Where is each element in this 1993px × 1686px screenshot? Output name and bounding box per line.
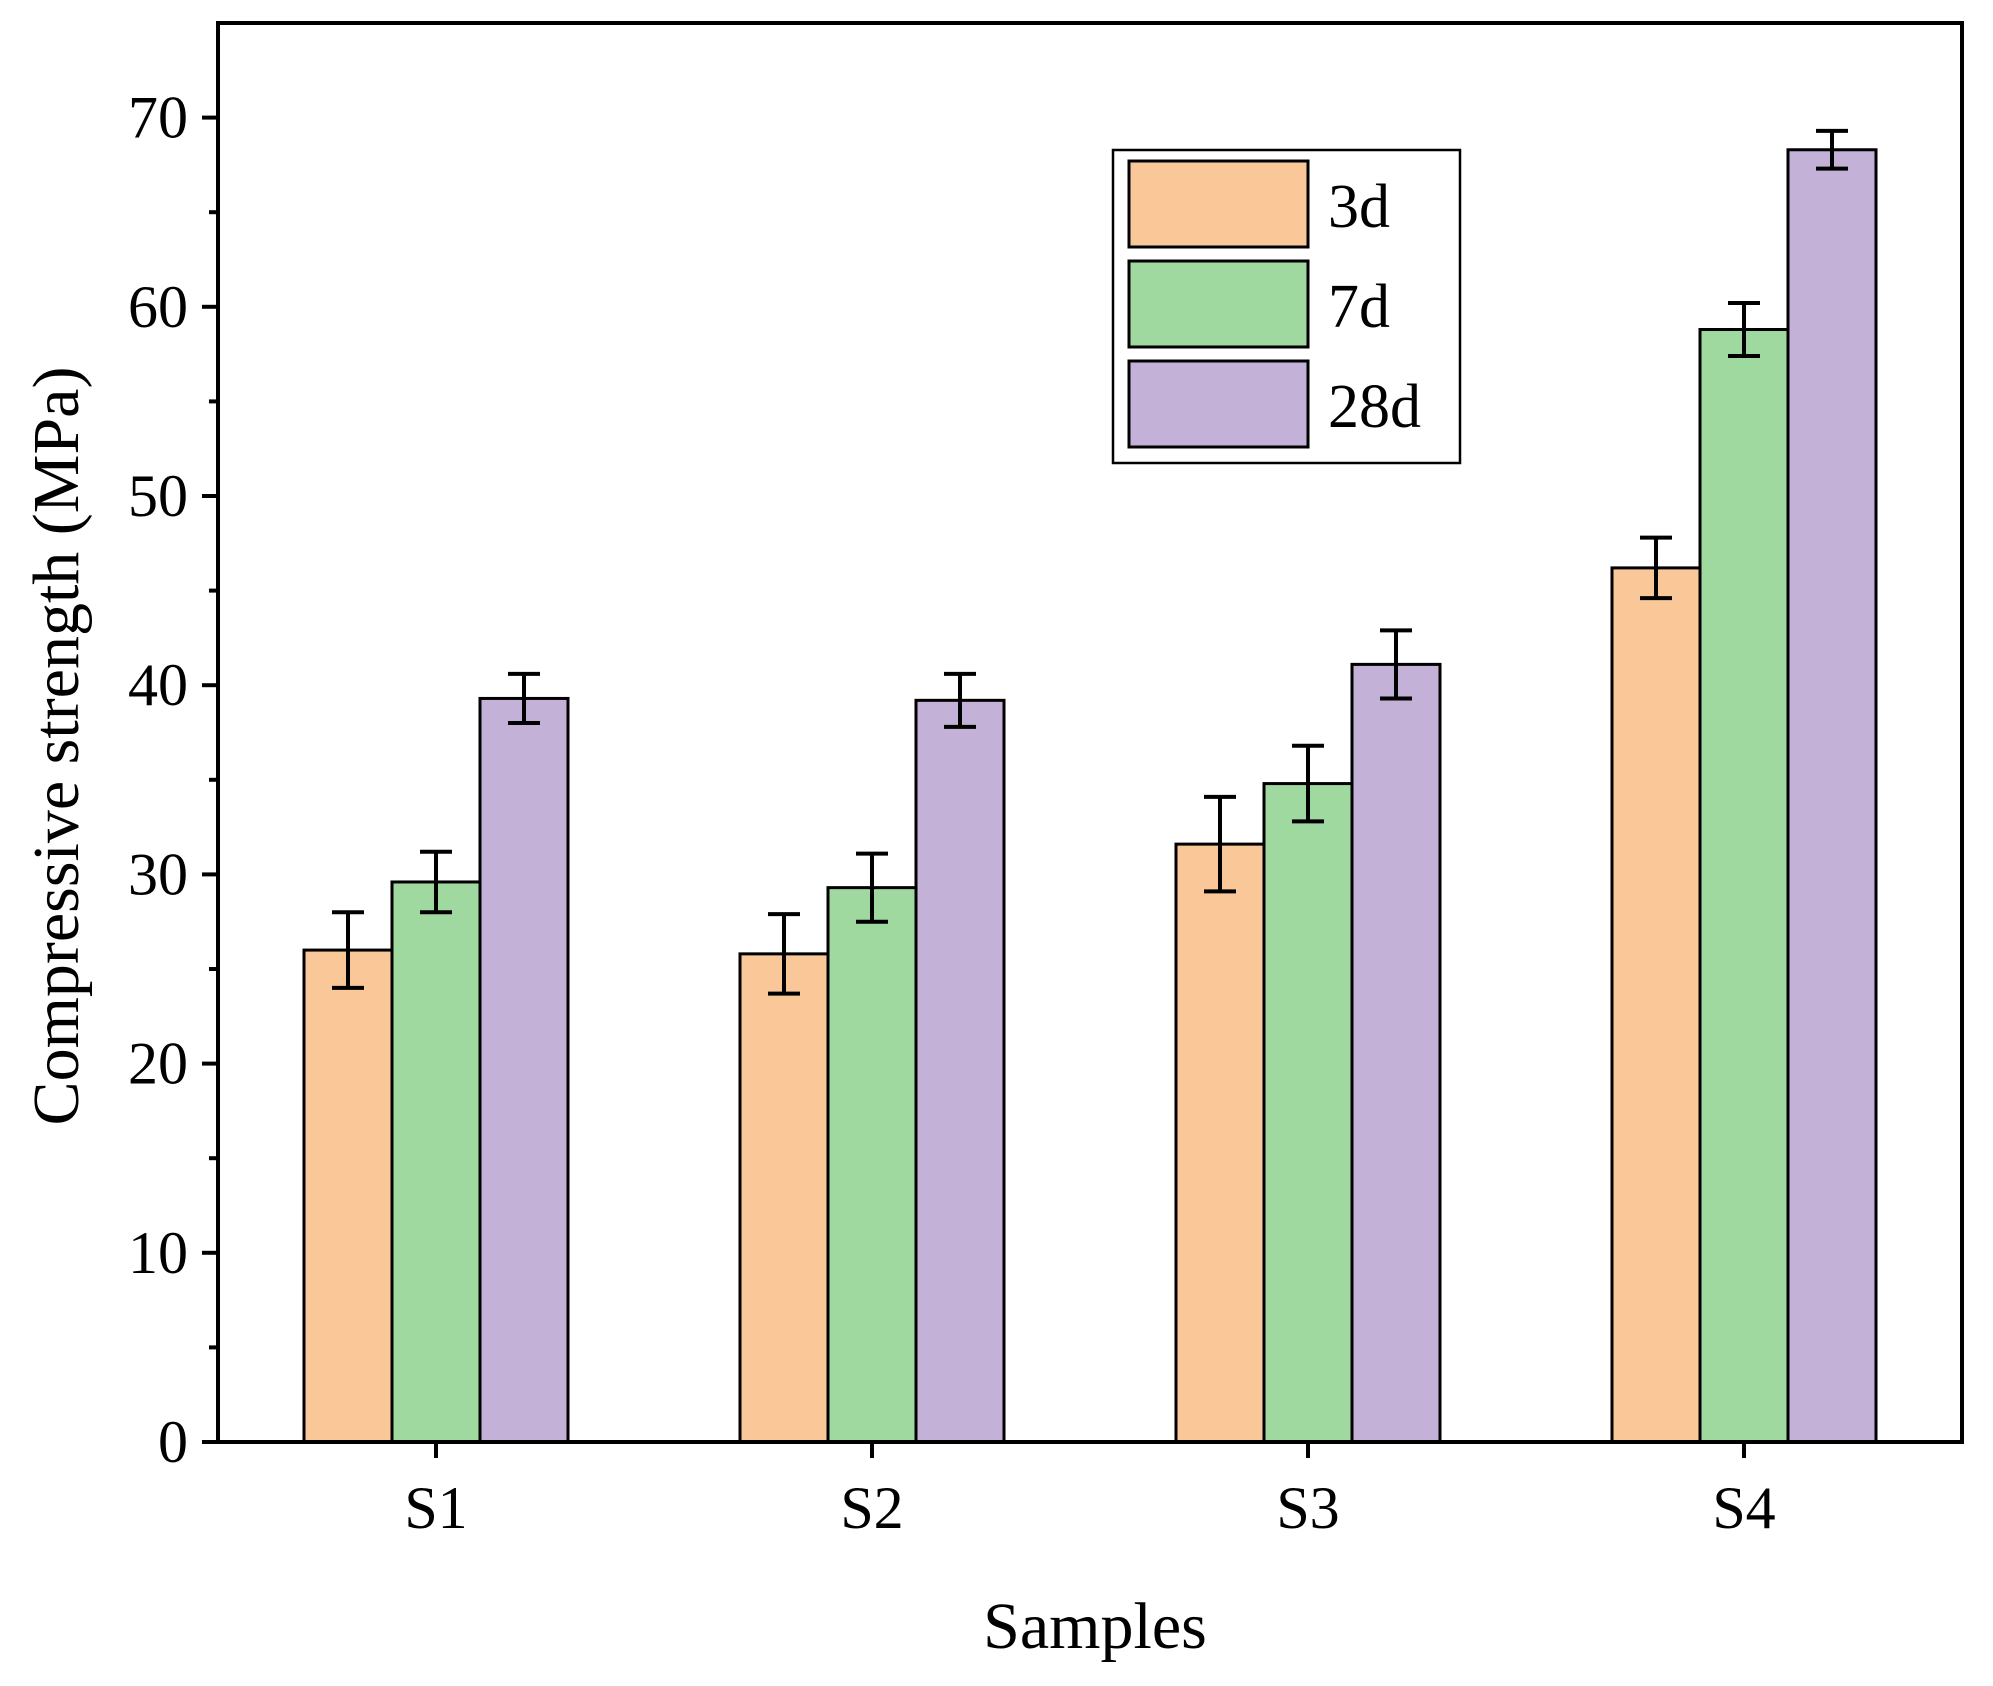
- bar-28d-S4: [1786, 148, 1878, 1444]
- error-bar-7d-S3: [1292, 743, 1324, 824]
- bar-7d-S3: [1262, 782, 1354, 1444]
- y-tick-label-20: 20: [128, 1031, 188, 1097]
- bar-28d-S3: [1350, 662, 1442, 1444]
- x-tick-label-S4: S4: [1712, 1475, 1775, 1541]
- error-bar-3d-S4: [1640, 535, 1672, 601]
- chart-axes: S1 S2 S3 S4 0 10 20 30 40 50 60 70: [128, 21, 1964, 1541]
- error-bar-3d-S2: [768, 912, 800, 996]
- error-bar-3d-S3: [1204, 794, 1236, 894]
- legend-label-7d: 7d: [1328, 273, 1390, 341]
- error-bar-28d-S3: [1380, 628, 1412, 701]
- error-bar-28d-S2: [944, 671, 976, 729]
- bar-3d-S2: [738, 952, 830, 1444]
- bar-28d-S1: [478, 696, 570, 1444]
- legend-swatch-7d: [1127, 259, 1310, 349]
- error-bar-28d-S4: [1816, 128, 1848, 171]
- y-tick-label-10: 10: [128, 1220, 188, 1286]
- y-tick-label-70: 70: [128, 85, 188, 151]
- bar-7d-S1: [390, 880, 482, 1444]
- y-tick-label-0: 0: [158, 1409, 188, 1475]
- legend: 3d 7d 28d: [1111, 148, 1462, 465]
- error-bar-28d-S1: [508, 671, 540, 726]
- error-bar-7d-S2: [856, 851, 888, 924]
- y-tick-label-60: 60: [128, 274, 188, 340]
- y-tick-label-50: 50: [128, 463, 188, 529]
- x-tick-label-S2: S2: [840, 1475, 903, 1541]
- y-axis-label: Compressive strength (MPa): [20, 367, 93, 1126]
- bar-3d-S3: [1174, 842, 1266, 1444]
- x-axis-label: Samples: [983, 1590, 1207, 1663]
- legend-swatch-28d: [1127, 359, 1310, 449]
- legend-swatch-3d: [1127, 159, 1310, 249]
- bar-3d-S1: [302, 948, 394, 1444]
- bar-3d-S4: [1610, 566, 1702, 1444]
- y-tick-label-30: 30: [128, 841, 188, 907]
- x-tick-label-S3: S3: [1276, 1475, 1339, 1541]
- plot-frame: [216, 21, 1964, 1444]
- legend-label-3d: 3d: [1328, 173, 1390, 241]
- y-tick-label-40: 40: [128, 652, 188, 718]
- error-bar-7d-S1: [420, 849, 452, 915]
- error-bar-7d-S4: [1728, 301, 1760, 358]
- error-bar-3d-S1: [332, 910, 364, 990]
- bar-7d-S2: [826, 886, 918, 1444]
- bar-28d-S2: [914, 698, 1006, 1444]
- legend-label-28d: 28d: [1328, 373, 1421, 441]
- x-tick-label-S1: S1: [404, 1475, 467, 1541]
- bar-7d-S4: [1698, 328, 1790, 1444]
- chart-marks: [302, 128, 1878, 1444]
